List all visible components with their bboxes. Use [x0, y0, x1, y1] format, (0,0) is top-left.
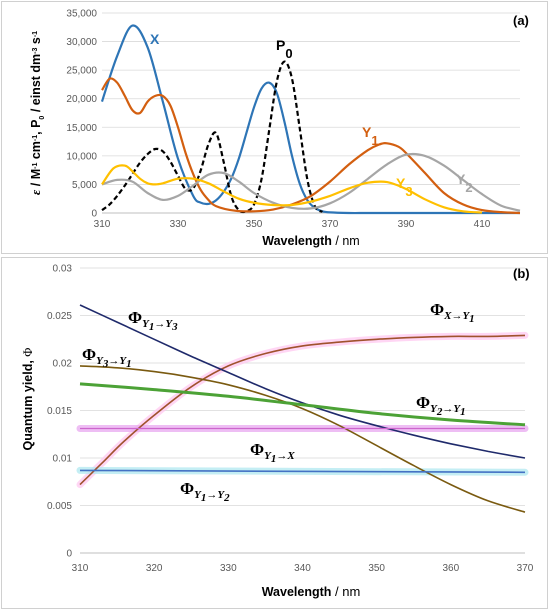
- y-tick-label: 0.03: [53, 264, 73, 275]
- series-label: ΦY1→Y3: [128, 308, 178, 333]
- panel-b-axes: 0 0.005 0.01 0.015 0.02 0.025 0.03 310 320 330 340…: [21, 264, 534, 600]
- series-line-y3: [101, 164, 483, 214]
- panel-a-frame: [1, 1, 548, 254]
- panel-b-frame: [1, 257, 548, 609]
- x-tick-label: 360: [442, 563, 459, 574]
- panel-a-axes: 0 5,000 10,000 15,000 20,000 25,000 30,000 35,0…: [28, 9, 520, 248]
- series-line-p0: [101, 60, 324, 214]
- x-tick-label: 310: [94, 219, 111, 230]
- panel-a-gridlines: [102, 12, 520, 185]
- panel-b-series: [76, 304, 529, 513]
- x-tick-label: 310: [72, 563, 89, 574]
- series-line: [79, 365, 526, 513]
- y-tick-label: 0.005: [47, 501, 72, 512]
- panel-a-series: [100, 24, 521, 215]
- series-label-y3: Y3: [396, 175, 413, 199]
- series-line: [79, 304, 526, 459]
- x-tick-label: 370: [322, 219, 339, 230]
- panel-b-gridlines: [80, 267, 525, 506]
- series-label: ΦX→Y1: [430, 300, 475, 325]
- y-tick-label: 0: [66, 549, 72, 560]
- series-line: [79, 382, 526, 427]
- y-tick-label: 15,000: [66, 123, 97, 134]
- series-line-x: [100, 24, 520, 215]
- x-tick-label: 330: [220, 563, 237, 574]
- series-label: ΦY1→Y2: [180, 479, 230, 504]
- y-axis-title: Quantum yield, Φ: [21, 348, 35, 451]
- series-label: ΦY3→Y1: [82, 345, 132, 370]
- panel-b-series-labels: ΦX→Y1 ΦY1→Y3 ΦY3→Y1 ΦY2→Y1 ΦY1→X ΦY1→Y2: [82, 300, 475, 504]
- x-tick-label: 320: [146, 563, 163, 574]
- panel-b-label: (b): [513, 266, 530, 281]
- series-line-y1: [101, 77, 521, 215]
- x-axis-title: Wavelength / nm: [262, 584, 361, 599]
- y-tick-label: 0.015: [47, 406, 72, 417]
- y-tick-label: 10,000: [66, 151, 97, 162]
- x-tick-label: 350: [368, 563, 385, 574]
- series-line: [79, 469, 526, 474]
- x-tick-label: 340: [294, 563, 311, 574]
- x-tick-label: 330: [170, 219, 187, 230]
- panel-a-label: (a): [513, 13, 529, 28]
- y-tick-label: 35,000: [66, 9, 97, 20]
- series-label: ΦY2→Y1: [416, 393, 466, 418]
- y-tick-label: 30,000: [66, 37, 97, 48]
- y-tick-label: 0.025: [47, 311, 72, 322]
- series-line-y2: [101, 152, 521, 212]
- x-tick-label: 350: [246, 219, 263, 230]
- series-label-x: X: [150, 31, 160, 47]
- series-label-y2: Y2: [456, 171, 473, 195]
- x-tick-label: 370: [517, 563, 534, 574]
- y-tick-label: 5,000: [72, 180, 97, 191]
- series-label: ΦY1→X: [250, 440, 295, 465]
- y-tick-label: 0.02: [53, 359, 73, 370]
- y-tick-label: 0.01: [53, 454, 73, 465]
- y-tick-label: 25,000: [66, 66, 97, 77]
- series-line: [79, 334, 526, 486]
- x-tick-label: 410: [474, 219, 491, 230]
- y-axis-title: ε / M-1 cm-1, P0 / einst dm-3 s-1: [28, 31, 46, 195]
- panel-a-series-labels: X P0 Y1 Y3 Y2: [150, 31, 473, 199]
- series-label-p0: P0: [276, 37, 293, 61]
- x-tick-label: 390: [398, 219, 415, 230]
- y-tick-label: 0: [91, 209, 97, 220]
- x-axis-title: Wavelength / nm: [262, 234, 359, 248]
- y-tick-label: 20,000: [66, 94, 97, 105]
- series-label-y1: Y1: [362, 124, 379, 148]
